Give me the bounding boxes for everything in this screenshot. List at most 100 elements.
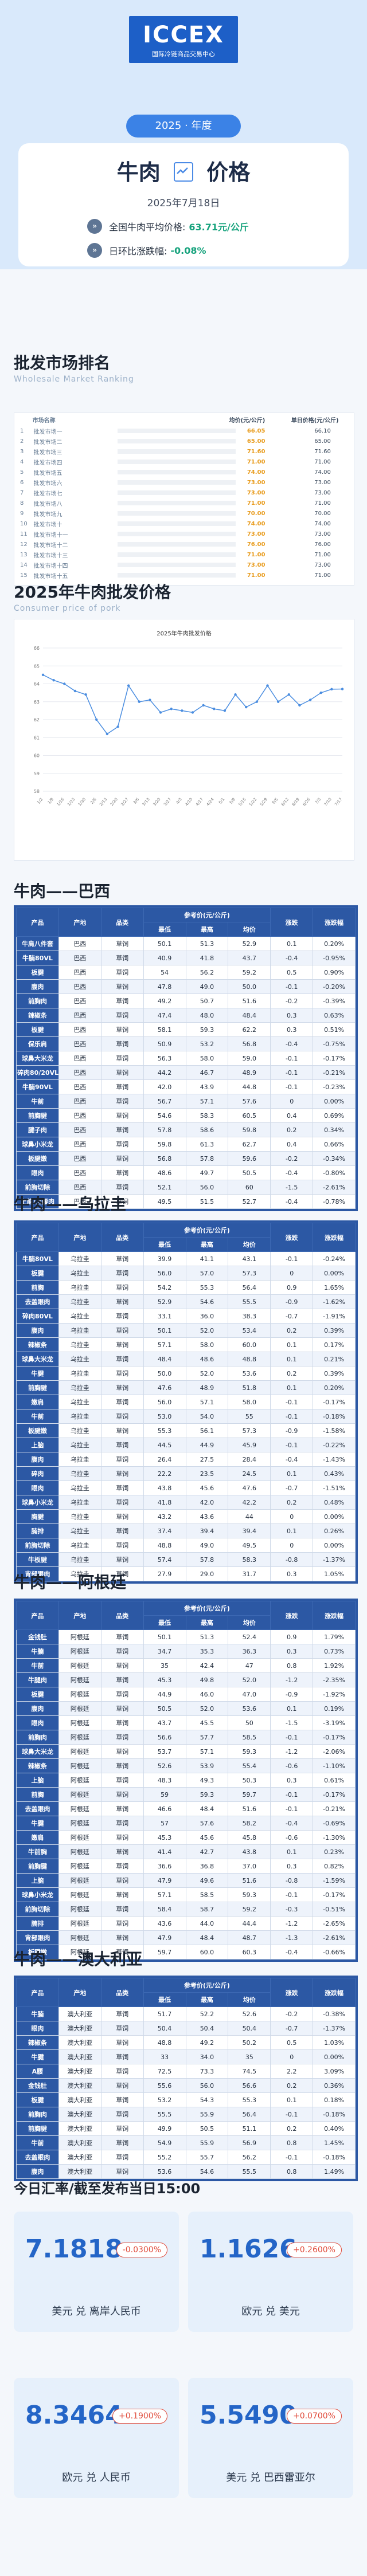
ranking-bar-track — [118, 542, 236, 547]
table-cell: 0.4 — [270, 1108, 314, 1123]
table-row: 前胸切除 乌拉圭 草饲 48.8 49.0 49.5 0 0.00% — [16, 1538, 356, 1553]
table-cell: 巴西 — [58, 1151, 101, 1166]
table-cell: 49.3 — [185, 1773, 229, 1788]
fx-card-eur-cny: 8.3464 +0.1900% 欧元 兑 人民币 — [14, 2378, 179, 2498]
product-name-cell: 牛腱 — [16, 1366, 59, 1381]
table-cell: 43.9 — [185, 1079, 229, 1094]
table-cell: 乌拉圭 — [58, 1294, 101, 1309]
y-tick-label: 64 — [34, 682, 40, 687]
table-cell: 51.3 — [185, 1629, 229, 1644]
table-row: 牛前 阿根廷 草饲 35 42.4 47 0.8 1.92% — [16, 1658, 356, 1673]
data-point — [202, 704, 205, 707]
ranking-row: 10 批发市场十 74.00 74.00 — [14, 519, 354, 529]
table-cell: 55.7 — [185, 2150, 229, 2165]
table-cell: 33.1 — [143, 1309, 186, 1324]
table-cell: 澳大利亚 — [58, 2078, 101, 2093]
product-name-cell: 前胸腱 — [16, 1859, 59, 1874]
table-cell: 0.34% — [313, 1122, 356, 1137]
table-cell: 阿根廷 — [58, 1945, 101, 1960]
table-cell: 澳大利亚 — [58, 2135, 101, 2150]
table-cell: 澳大利亚 — [58, 2092, 101, 2107]
table-row: 牛前 巴西 草饲 56.7 57.1 57.6 0 0.00% — [16, 1094, 356, 1109]
table-cell: -0.18% — [313, 2150, 356, 2165]
product-name-cell: 牛腱 — [16, 2049, 59, 2064]
table-header-cell: 涨跌幅 — [313, 908, 356, 937]
data-point — [138, 700, 140, 703]
table-cell: 59 — [143, 1787, 186, 1802]
table-cell: 56.9 — [228, 2135, 271, 2150]
ranking-avg-price: 71.00 — [247, 551, 266, 558]
table-cell: -0.18% — [313, 2107, 356, 2122]
table-cell: 44.9 — [185, 1438, 229, 1452]
table-cell: 55.3 — [228, 2092, 271, 2107]
table-cell: 0.2 — [270, 1323, 314, 1338]
table-cell: 草饲 — [100, 1008, 144, 1023]
table-cell: 56.6 — [143, 1730, 186, 1745]
table-cell: 50.7 — [185, 994, 229, 1008]
ranking-market-name: 批发市场七 — [33, 490, 63, 497]
data-point — [52, 679, 55, 682]
data-point — [73, 689, 77, 693]
table-cell: 57.8 — [185, 1552, 229, 1567]
table-row: 眼肉 澳大利亚 草饲 50.4 50.4 50.4 -0.7 -1.37% — [16, 2021, 356, 2036]
table-cell: 60.5 — [228, 1108, 271, 1123]
table-cell: 59.8 — [228, 1122, 271, 1137]
table-cell: 0.4 — [270, 1137, 314, 1152]
product-name-cell: 辣椒条 — [16, 1008, 59, 1023]
fx-value: 1.1626 — [200, 2235, 297, 2264]
x-tick-label: 5/15 — [238, 797, 247, 807]
table-cell: -1.2 — [270, 1916, 314, 1931]
table-cell: 59.8 — [143, 1137, 186, 1152]
table-cell: 巴西 — [58, 979, 101, 994]
x-tick-label: 1/23 — [67, 797, 76, 807]
price-chart: 2025年牛肉批发价格 58 59 60 61 62 63 64 65 66 1/2 1/9 1/16 1… — [14, 619, 354, 861]
table-cell: 0.00% — [313, 1094, 356, 1109]
ranking-avg-price: 66.05 — [247, 427, 266, 434]
ranking-day-price: 71.00 — [314, 572, 331, 579]
table-cell: -1.62% — [313, 1294, 356, 1309]
ranking-bar-track — [118, 563, 236, 567]
table-cell: 58.3 — [228, 1552, 271, 1567]
product-name-cell: 前胸腱 — [16, 2121, 59, 2136]
table-cell: 59.3 — [228, 1744, 271, 1759]
table-header-cell: 品类 — [100, 1978, 144, 2007]
table-cell: 52.6 — [228, 2006, 271, 2021]
table-cell: 58.0 — [185, 1337, 229, 1352]
table-cell: 53.7 — [143, 1744, 186, 1759]
table-cell: 59.2 — [228, 1902, 271, 1917]
table-cell: 54 — [143, 965, 186, 980]
ranking-row: 11 批发市场十一 73.00 73.00 — [14, 529, 354, 539]
table-cell: 47.9 — [143, 1930, 186, 1945]
table-cell: 0.90% — [313, 965, 356, 980]
table-cell: 草饲 — [100, 994, 144, 1008]
table-header-cell: 参考价(元/公斤) — [143, 908, 271, 922]
table-cell: 49.8 — [185, 1672, 229, 1687]
table-cell: 草饲 — [100, 1773, 144, 1788]
table-row: 前胸腱 阿根廷 草饲 36.6 36.8 37.0 0.3 0.82% — [16, 1859, 356, 1874]
change-row: » 日环比涨跌幅: -0.08% — [87, 242, 206, 259]
table-cell: 0.66% — [313, 1137, 356, 1152]
y-tick-label: 61 — [34, 735, 40, 740]
product-name-cell: 牛腩80VL — [16, 951, 59, 965]
table-header-cell: 品类 — [100, 908, 144, 937]
table-row: 牛腱 阿根廷 草饲 57 57.6 58.2 -0.4 -0.69% — [16, 1816, 356, 1831]
table-row: 球鼻小米龙 巴西 草饲 59.8 61.3 62.7 0.4 0.66% — [16, 1137, 356, 1152]
table-cell: 52.9 — [143, 1294, 186, 1309]
table-cell: 74.5 — [228, 2064, 271, 2079]
table-cell: 乌拉圭 — [58, 1509, 101, 1524]
data-point — [223, 709, 227, 712]
table-cell: 草饲 — [100, 1509, 144, 1524]
table-cell: 0.48% — [313, 1495, 356, 1510]
table-cell: 巴西 — [58, 994, 101, 1008]
table-row: 球鼻大米龙 阿根廷 草饲 53.7 57.1 59.3 -1.2 -2.06% — [16, 1744, 356, 1759]
fx-value: 5.5490 — [200, 2401, 297, 2430]
table-cell: -1.91% — [313, 1309, 356, 1324]
table-cell: 草饲 — [100, 1816, 144, 1831]
table-cell: 48.8 — [143, 1538, 186, 1553]
table-cell: -1.37% — [313, 1552, 356, 1567]
table-header-cell: 产品 — [16, 1978, 59, 2007]
product-name-cell: 腹肉 — [16, 1452, 59, 1467]
table-subheader-cell: 最低 — [143, 922, 186, 937]
table-cell: 巴西 — [58, 1180, 101, 1195]
table-cell: 阿根廷 — [58, 1773, 101, 1788]
